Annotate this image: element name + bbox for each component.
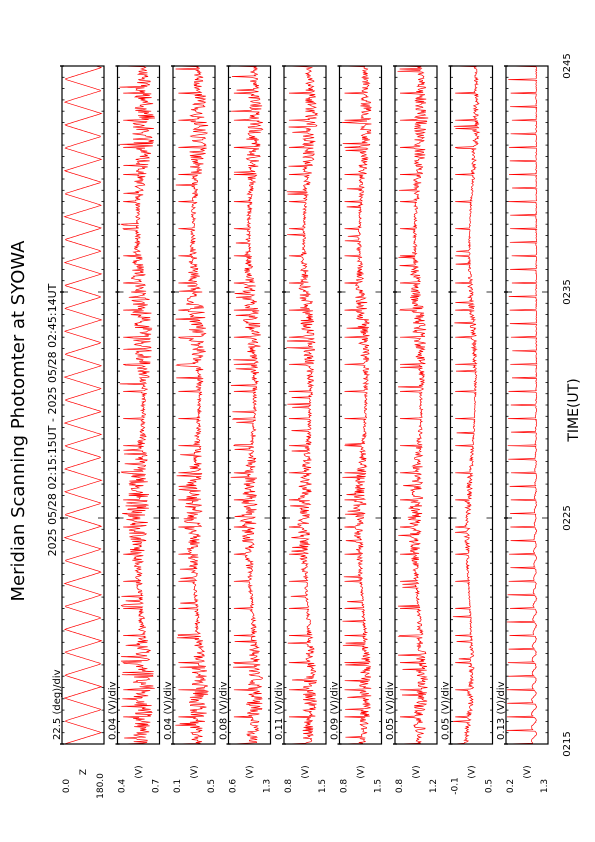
panel-5: 1.5 (V) 0.8 0.11 (V)/div [274, 65, 328, 794]
panel-8: 0.5 (V) -0.1 0.05 (V)/div [441, 65, 495, 795]
panel-frame-2 [116, 65, 161, 745]
panel-scale-label: 0.13 (V)/div [496, 681, 507, 740]
panel-7: 1.2 (V) 0.8 0.05 (V)/div [385, 65, 439, 794]
y-unit-label: (V) [412, 765, 422, 778]
x-tick-label: 0245 [562, 53, 573, 78]
y-max-label: 0.5 [485, 779, 495, 793]
y-unit-label: (V) [135, 765, 145, 778]
y-min-label: 0.4 [118, 779, 128, 794]
panel-scale-label: 0.09 (V)/div [330, 681, 341, 740]
y-max-label: 1.5 [374, 779, 384, 793]
y-unit-label: (V) [190, 765, 200, 778]
y-min-label: 0.2 [506, 779, 516, 793]
y-min-label: 0.8 [284, 779, 294, 794]
trace-4 [230, 65, 264, 745]
panel-group: 180.0 Z 0.0 22.5 (deg)/div 0.7 (V) 0.4 0.04 (V)… [52, 65, 550, 799]
y-unit-label: Z [79, 769, 89, 775]
x-tick-label: 0215 [562, 731, 573, 756]
x-axis-label: TIME(UT) [566, 378, 582, 442]
x-tick-labels: 0215 0225 0235 0245 [60, 53, 573, 757]
time-range-label: 2025 05/28 02:15:15UT - 2025 05/28 02:45… [46, 283, 59, 556]
y-unit-label: (V) [523, 765, 533, 778]
y-min-label: 0.8 [395, 779, 405, 794]
panel-9: 1.3 (V) 0.2 0.13 (V)/div [496, 65, 550, 793]
panel-scale-label: 0.04 (V)/div [108, 681, 119, 740]
panel-scale-label: 0.05 (V)/div [441, 681, 452, 740]
y-min-label: -0.1 [451, 777, 461, 795]
y-unit-label: (V) [301, 765, 311, 778]
y-min-label: 0.0 [62, 779, 72, 794]
y-max-label: 1.3 [540, 779, 550, 793]
panel-1: 180.0 Z 0.0 22.5 (deg)/div [52, 65, 106, 799]
trace-5 [286, 65, 319, 745]
trace-1 [63, 65, 103, 745]
x-tick-label: 0235 [562, 279, 573, 304]
y-max-label: 1.3 [263, 779, 273, 793]
y-max-label: 180.0 [96, 773, 106, 799]
panel-4: 1.3 (V) 0.6 0.08 (V)/div [219, 65, 273, 794]
panel-scale-label: 0.08 (V)/div [219, 681, 230, 740]
panel-frame-7 [394, 65, 438, 745]
y-max-label: 1.2 [429, 779, 439, 793]
panel-frame-8 [449, 65, 494, 745]
trace-2 [119, 65, 155, 745]
y-max-label: 0.5 [207, 779, 217, 793]
panel-scale-label: 0.05 (V)/div [385, 681, 396, 740]
trace-7 [397, 65, 429, 745]
panel-6: 1.5 (V) 0.8 0.09 (V)/div [330, 65, 384, 794]
y-min-label: 0.6 [229, 779, 239, 794]
panel-scale-label: 0.11 (V)/div [274, 681, 285, 740]
y-min-label: 0.1 [173, 779, 183, 793]
trace-6 [341, 65, 373, 745]
trace-9 [506, 65, 538, 745]
trace-8 [452, 65, 481, 745]
y-max-label: 0.7 [152, 779, 162, 793]
x-tick-label: 0225 [562, 505, 573, 530]
chart-title: Meridian Scanning Photomter at SYOWA [8, 240, 29, 602]
y-min-label: 0.8 [340, 779, 350, 794]
y-max-label: 1.5 [318, 779, 328, 793]
trace-3 [175, 65, 209, 745]
panel-scale-label: 22.5 (deg)/div [52, 669, 63, 740]
y-unit-label: (V) [468, 765, 478, 778]
panel-scale-label: 0.04 (V)/div [163, 681, 174, 740]
y-unit-label: (V) [246, 765, 256, 778]
panel-frame-3 [172, 65, 216, 745]
panel-2: 0.7 (V) 0.4 0.04 (V)/div [108, 65, 162, 794]
y-unit-label: (V) [357, 765, 367, 778]
panel-3: 0.5 (V) 0.1 0.04 (V)/div [163, 65, 217, 793]
